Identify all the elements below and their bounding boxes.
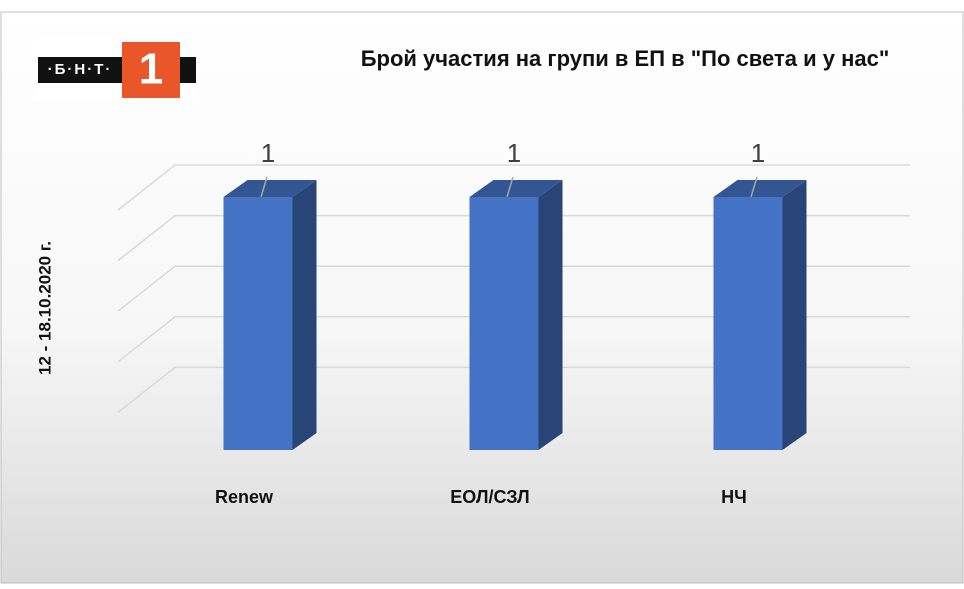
grid-line (117, 366, 910, 413)
bar-front (223, 197, 293, 450)
chart-title: Брой участия на групи в ЕП в "По света и… (361, 46, 890, 71)
y-axis-label: 12 - 18.10.2020 г. (35, 241, 54, 375)
data-label: 1 (261, 138, 275, 168)
bar-front (713, 197, 783, 450)
x-tick-label: НЧ (721, 487, 747, 507)
bar-top (713, 180, 807, 197)
grid-line (117, 265, 910, 312)
bar (469, 180, 563, 450)
grid-line (117, 316, 910, 363)
data-label: 1 (507, 138, 521, 168)
bar-front (469, 197, 539, 450)
x-tick-label: Renew (215, 487, 274, 507)
bar-top (469, 180, 563, 197)
data-label: 1 (751, 138, 765, 168)
bar-side (538, 180, 563, 450)
grid-line (117, 214, 910, 262)
label-leader (260, 176, 268, 198)
logo-text: ·Б·Н·Т· (48, 61, 113, 78)
x-tick-label: ЕОЛ/СЗЛ (450, 487, 529, 507)
bar (223, 180, 317, 450)
grid-line (117, 164, 910, 211)
bar-side (292, 180, 317, 450)
bar-top (223, 180, 317, 197)
logo-number: 1 (139, 45, 163, 94)
label-leader (506, 176, 514, 198)
logo-square (122, 42, 180, 98)
logo: ·Б·Н·Т· 1 (33, 38, 197, 101)
bar-side (782, 180, 807, 450)
label-leader (750, 176, 758, 198)
bar (713, 180, 807, 450)
